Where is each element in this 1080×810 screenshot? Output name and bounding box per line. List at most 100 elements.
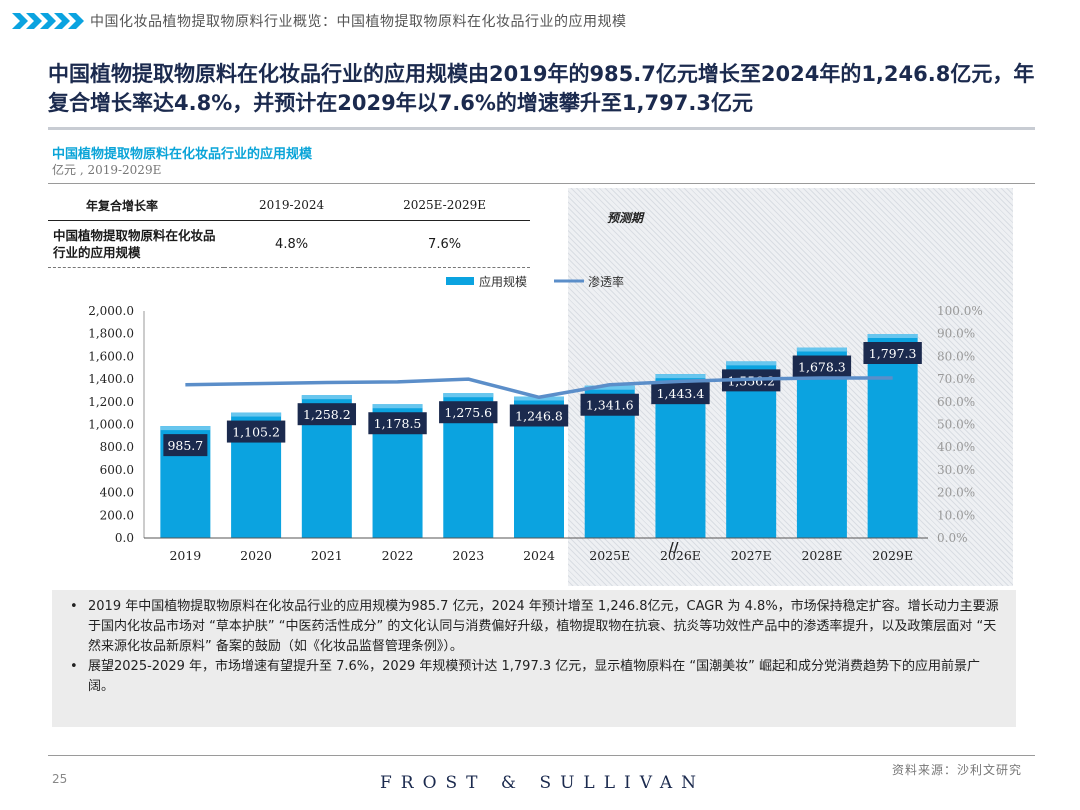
cagr-header-period-1: 2019-2024 <box>224 190 360 221</box>
y-right-tick-label: 80.0% <box>937 349 975 363</box>
bar-value-label: 1,797.3 <box>869 346 917 361</box>
y-left-tick-label: 600.0 <box>100 463 134 477</box>
bar-label-box <box>163 434 208 457</box>
bar-value-label: 1,258.2 <box>303 407 351 422</box>
bar-value-label: 985.7 <box>167 438 203 453</box>
y-left-tick-label: 1,200.0 <box>88 395 134 409</box>
header-chevron-icon <box>12 13 84 29</box>
bar-label-box <box>651 382 710 405</box>
legend-line-label: 渗透率 <box>588 274 624 289</box>
bar-cap <box>726 361 777 366</box>
bar-cap <box>301 395 352 400</box>
bar-label-box <box>439 401 498 424</box>
y-left-tick-label: 200.0 <box>100 508 134 522</box>
y-right-tick-label: 90.0% <box>937 327 975 341</box>
bar-label-box <box>226 420 286 443</box>
y-right-tick-label: 30.0% <box>937 463 975 477</box>
x-tick-label: 2022 <box>382 548 414 563</box>
bar <box>867 334 918 538</box>
cagr-row-label: 中国植物提取物原料在化妆品行业的应用规模 <box>48 220 224 268</box>
headline-divider <box>48 127 1035 130</box>
y-axis-right: 0.0% 10.0% 20.0% 30.0% 40.0% 50.0% 60.0% 70.0% 8… <box>937 304 983 545</box>
bar-value-label: 1,678.3 <box>798 360 846 375</box>
chart-unit: 亿元 , 2019-2029E <box>52 163 162 177</box>
x-axis: 2019 2020 2021 2022 2023 2024 2025E 2026E 2027E 2… <box>144 537 928 563</box>
bar-cap <box>867 334 918 339</box>
y-axis-left: 0.0 200.0 400.0 600.0 800.0 1,000.0 1,200.0 1,4… <box>88 304 145 545</box>
y-left-tick-label: 1,400.0 <box>88 372 134 386</box>
cagr-table-row: 中国植物提取物原料在化妆品行业的应用规模 4.8% 7.6% <box>48 220 530 268</box>
header-title: 中国化妆品植物提取物原料行业概览：中国植物提取物原料在化妆品行业的应用规模 <box>90 14 627 30</box>
notes-list: 2019 年中国植物提取物原料在化妆品行业的应用规模为985.7 亿元，2024… <box>52 590 1016 697</box>
y-right-tick-label: 70.0% <box>937 372 975 386</box>
legend-bar-label: 应用规模 <box>479 274 527 289</box>
note-item: 展望2025-2029 年，市场增速有望提升至 7.6%，2029 年规模预计达… <box>70 657 1000 697</box>
bar-value-label: 1,443.4 <box>657 386 705 401</box>
cagr-value-period-2: 7.6% <box>359 220 530 268</box>
y-right-tick-label: 60.0% <box>937 395 975 409</box>
cagr-header-period-2: 2025E-2029E <box>359 190 530 221</box>
forecast-label: 预测期 <box>607 211 644 225</box>
bar-cap <box>584 385 635 390</box>
legend-bar-swatch <box>446 277 474 285</box>
brand-logo: FROST & SULLIVAN <box>380 773 705 793</box>
cagr-table: 年复合增长率 2019-2024 2025E-2029E 中国植物提取物原料在化… <box>48 190 530 268</box>
bar-cap <box>160 426 211 431</box>
bar-cap <box>796 347 847 352</box>
x-tick-label: 2026E <box>660 548 701 563</box>
y-right-tick-label: 50.0% <box>937 418 975 432</box>
y-right-tick-label: 20.0% <box>937 486 975 500</box>
y-right-tick-label: 10.0% <box>937 508 975 522</box>
bar-value-labels: 985.7 1,105.2 1,258.2 1,178.5 1,275.6 1,246.8… <box>163 342 922 457</box>
bar-label-box <box>792 355 852 378</box>
bar-label-box <box>580 393 639 416</box>
y-left-tick-label: 0.0 <box>115 531 134 545</box>
y-left-tick-label: 2,000.0 <box>88 304 134 318</box>
bar-label-box <box>297 403 357 426</box>
bar-cap <box>372 404 423 409</box>
x-tick-label: 2025E <box>589 548 630 563</box>
y-left-tick-label: 400.0 <box>100 486 134 500</box>
cagr-header-label: 年复合增长率 <box>48 190 224 221</box>
axis-break-marker: // <box>669 541 679 556</box>
bar-cap <box>655 374 706 379</box>
bar-value-label: 1,246.8 <box>515 408 563 423</box>
x-tick-label: 2019 <box>169 548 201 563</box>
bar-value-label: 1,178.5 <box>374 416 422 431</box>
bar-label-box <box>863 342 922 365</box>
y-left-tick-label: 800.0 <box>100 440 134 454</box>
bar-label-box <box>509 404 569 427</box>
bar-value-label: 1,341.6 <box>586 398 634 413</box>
x-tick-label: 2023 <box>452 548 484 563</box>
x-tick-label: 2027E <box>731 548 772 563</box>
notes-box: 2019 年中国植物提取物原料在化妆品行业的应用规模为985.7 亿元，2024… <box>52 590 1016 727</box>
x-tick-label: 2029E <box>872 548 913 563</box>
x-tick-label: 2028E <box>801 548 842 563</box>
page-number: 25 <box>52 772 68 786</box>
x-tick-label: 2021 <box>311 548 343 563</box>
penetration-rate-line <box>185 376 893 400</box>
chart-title: 中国植物提取物原料在化妆品行业的应用规模 <box>52 147 313 162</box>
y-left-tick-label: 1,000.0 <box>88 418 134 432</box>
headline: 中国植物提取物原料在化妆品行业的应用规模由2019年的985.7亿元增长至202… <box>48 62 1035 115</box>
bar-label-box <box>368 412 427 435</box>
source-note: 资料来源：沙利文研究 <box>892 763 1023 777</box>
y-right-tick-label: 100.0% <box>937 304 983 318</box>
bar-cap <box>231 412 282 417</box>
x-tick-label: 2024 <box>523 548 555 563</box>
line-series <box>185 376 893 400</box>
chart-title-divider <box>48 183 1035 184</box>
bar-value-label: 1,556.2 <box>727 373 775 388</box>
footer-divider <box>48 755 1035 756</box>
y-left-tick-label: 1,600.0 <box>88 349 134 363</box>
y-right-tick-label: 40.0% <box>937 440 975 454</box>
y-right-tick-label: 0.0% <box>937 531 968 545</box>
cagr-table-header: 年复合增长率 2019-2024 2025E-2029E <box>48 190 530 221</box>
note-item: 2019 年中国植物提取物原料在化妆品行业的应用规模为985.7 亿元，2024… <box>70 597 1000 657</box>
chart-legend: 应用规模 渗透率 <box>446 274 624 289</box>
bar-value-label: 1,275.6 <box>444 405 492 420</box>
bar-value-label: 1,105.2 <box>232 425 280 440</box>
bar-cap <box>443 393 494 398</box>
y-left-tick-label: 1,800.0 <box>88 327 134 341</box>
